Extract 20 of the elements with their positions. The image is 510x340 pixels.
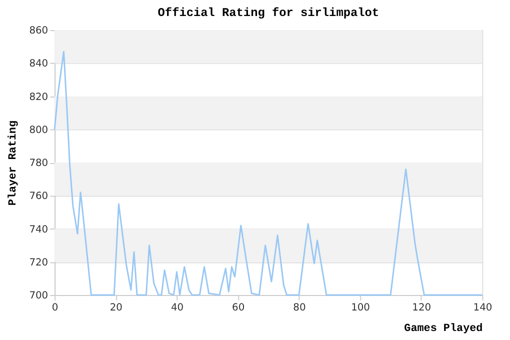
x-axis-title: Games Played (404, 323, 483, 336)
x-tick-label: 20 (110, 302, 122, 314)
y-tick-label: 840 (29, 58, 48, 70)
y-tick-label: 760 (29, 191, 48, 202)
y-tick-label: 740 (29, 224, 48, 236)
x-tick-label: 100 (351, 302, 370, 314)
y-tick-label: 800 (29, 124, 48, 136)
x-tick-label: 80 (293, 302, 306, 314)
chart-title: Official Rating for sirlimpalot (158, 6, 379, 20)
y-axis-title: Player Rating (7, 120, 20, 206)
y-tick-label: 860 (29, 26, 48, 37)
y-tick-label: 720 (29, 257, 48, 268)
y-tick-label: 820 (29, 92, 48, 103)
x-tick-label: 40 (170, 302, 184, 314)
x-tick-label: 140 (473, 302, 492, 314)
y-tick-label: 780 (29, 158, 48, 170)
y-tick-label: 700 (29, 290, 48, 302)
x-tick-label: 60 (232, 302, 245, 314)
x-tick-label: 120 (412, 302, 432, 314)
x-tick-label: 0 (52, 302, 58, 314)
